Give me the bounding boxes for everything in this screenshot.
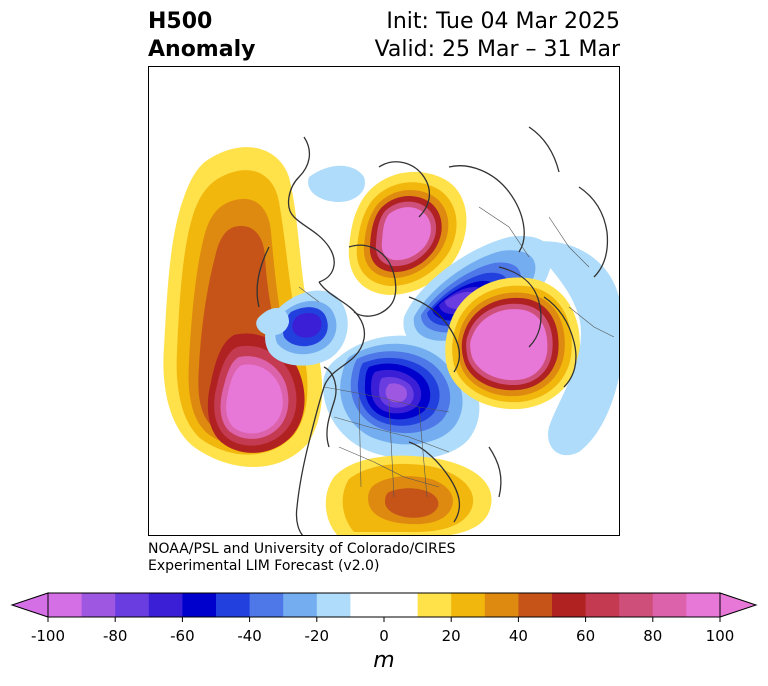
- variable-label: H500: [148, 9, 213, 34]
- colorbar-bin-14: [552, 593, 587, 617]
- map-panel: [148, 66, 620, 536]
- anomaly-bering-trough: [265, 290, 348, 366]
- field-kind-label: Anomaly: [148, 37, 256, 62]
- colorbar-bin-6: [249, 593, 284, 617]
- colorbar-tick-label: 40: [508, 627, 528, 645]
- colorbar-bin-10: [417, 593, 452, 617]
- anomaly-central-canada-trough: [323, 335, 480, 460]
- valid-date-label: Valid: 25 Mar – 31 Mar: [374, 37, 620, 62]
- credit-line-1: NOAA/PSL and University of Colorado/CIRE…: [148, 541, 456, 557]
- map-title-right: Init: Tue 04 Mar 2025 Valid: 25 Mar – 31…: [375, 8, 620, 64]
- political-borders: [298, 206, 615, 498]
- colorbar-tick-label: 100: [705, 627, 735, 645]
- colorbar-tick-label: 80: [643, 627, 663, 645]
- colorbar-bin-18: [686, 593, 721, 617]
- colorbar-unit-label: m: [373, 648, 395, 673]
- colorbar-tick-label: 60: [576, 627, 596, 645]
- credit-line-2: Experimental LIM Forecast (v2.0): [148, 558, 380, 574]
- colorbar-bin-5: [216, 593, 251, 617]
- init-date-label: Init: Tue 04 Mar 2025: [386, 9, 620, 34]
- colorbar-bin-9: [350, 593, 419, 617]
- colorbar-bin-8: [316, 593, 351, 617]
- colorbar-bin-12: [484, 593, 519, 617]
- anomaly-ne-pacific-ridge: [163, 147, 323, 467]
- colorbar-bin-17: [652, 593, 687, 617]
- coastlines: [256, 126, 609, 535]
- colorbar-tick-label: 0: [379, 627, 389, 645]
- anomaly-weak-negative-areas: [256, 165, 619, 456]
- colorbar-bin-11: [451, 593, 486, 617]
- colorbar-extend-max: [719, 592, 758, 618]
- credit-text: NOAA/PSL and University of Colorado/CIRE…: [148, 541, 456, 575]
- colorbar-bin-15: [585, 593, 620, 617]
- colorbar-extend-min: [10, 592, 49, 618]
- colorbar-bin-0: [48, 593, 83, 617]
- colorbar-tick-label: -100: [30, 627, 66, 645]
- colorbar-bin-16: [619, 593, 654, 617]
- colorbar-tick-label: -20: [304, 627, 330, 645]
- colorbar: [10, 592, 758, 622]
- colorbar-bin-13: [518, 593, 553, 617]
- colorbar-tick-label: 20: [441, 627, 461, 645]
- colorbar-bin-1: [81, 593, 116, 617]
- colorbar-bin-7: [283, 593, 318, 617]
- colorbar-tick-label: -40: [237, 627, 262, 645]
- colorbar-tick-label: -80: [102, 627, 128, 645]
- colorbar-tick-label: -60: [170, 627, 195, 645]
- colorbar-bin-3: [148, 593, 183, 617]
- anomaly-southern-us-ridge: [325, 455, 492, 535]
- colorbar-bin-4: [182, 593, 217, 617]
- colorbar-bin-2: [115, 593, 150, 617]
- anomaly-siberia-ridge: [445, 277, 580, 410]
- anomaly-map: [163, 126, 619, 535]
- colorbar-ticks: -100 -80 -60 -40 -20 0 20 40 60 80 100: [0, 627, 768, 647]
- map-title-left: H500 Anomaly: [148, 8, 255, 64]
